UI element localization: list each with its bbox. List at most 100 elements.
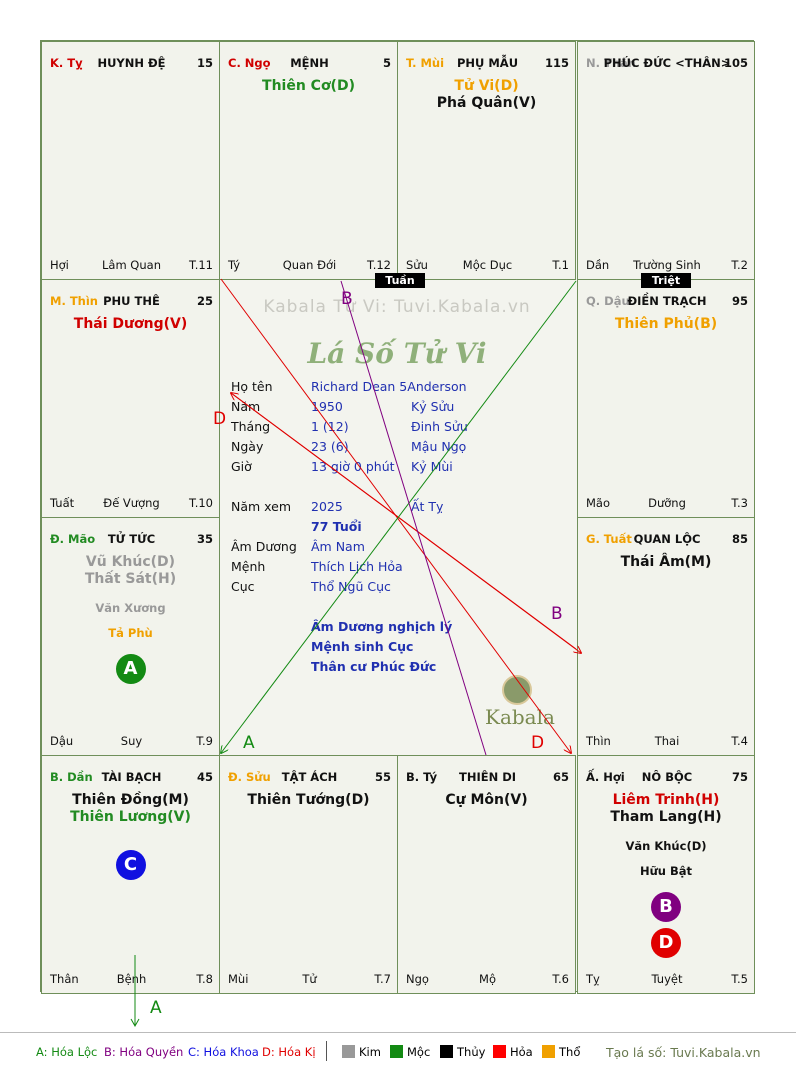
main-stars: Thiên Cơ(D) bbox=[220, 78, 397, 95]
palace-cell[interactable]: T. Mùi PHỤ MẪU 115 Tử Vi(D) Phá Quân(V) Sửu Mộ… bbox=[397, 41, 576, 280]
label-nam-xem: Năm xem bbox=[231, 499, 292, 514]
palace-cell[interactable]: G. Tuất QUAN LỘC 85 Thái Âm(M) Thìn Thai T.4 bbox=[577, 517, 755, 756]
legend-a: A: Hóa Lộc bbox=[36, 1045, 98, 1059]
value-thang-can: Đinh Sửu bbox=[411, 419, 468, 434]
palace-can: T. Mùi bbox=[406, 56, 445, 70]
palace-stage: Mộ bbox=[479, 972, 496, 986]
center-title: Lá Số Tử Vi bbox=[307, 337, 487, 370]
main-stars: Vũ Khúc(D) Thất Sát(H) bbox=[42, 554, 219, 588]
palace-cell[interactable]: Đ. Sửu TẬT ÁCH 55 Thiên Tướng(D) Mùi Tử T.7 bbox=[219, 755, 398, 994]
label-menh: Mệnh bbox=[231, 559, 266, 574]
palace-branch: Tý bbox=[228, 258, 241, 272]
legend-divider bbox=[326, 1041, 327, 1061]
palace-stage: Mộc Dục bbox=[462, 258, 513, 272]
legend-d: D: Hóa Kị bbox=[262, 1045, 316, 1059]
palace-cell[interactable]: B. Dần TÀI BẠCH 45 Thiên Đồng(M) Thiên Lương… bbox=[41, 755, 220, 994]
main-star: Liêm Trinh(H) bbox=[612, 792, 720, 808]
main-star: Thiên Lương(V) bbox=[70, 809, 191, 825]
palace-name: TỬ TỨC bbox=[107, 532, 156, 546]
main-star: Vũ Khúc(D) bbox=[85, 554, 176, 570]
note-menh-cuc: Mệnh sinh Cục bbox=[311, 639, 414, 654]
palace-branch: Tỵ bbox=[586, 972, 600, 986]
value-nam-xem: 2025 bbox=[311, 499, 343, 514]
palace-can: N. Thân bbox=[586, 56, 636, 70]
value-ngay: 23 (6) bbox=[311, 439, 349, 454]
main-stars: Thiên Tướng(D) bbox=[220, 792, 397, 809]
palace-cell[interactable]: B. Tý THIÊN DI 65 Cự Môn(V) Ngọ Mộ T.6 bbox=[397, 755, 576, 994]
palace-name: TÀI BẠCH bbox=[101, 770, 162, 784]
label-ho-ten: Họ tên bbox=[231, 379, 273, 394]
palace-branch: Thân bbox=[50, 972, 79, 986]
palace-branch: Mùi bbox=[228, 972, 249, 986]
palace-stage: Bệnh bbox=[116, 972, 147, 986]
legend-hoa: Hỏa bbox=[510, 1045, 533, 1059]
value-ho-ten: Richard Dean 5Anderson bbox=[311, 379, 467, 394]
palace-cell[interactable]: C. Ngọ MỆNH 5 Thiên Cơ(D) Tý Quan Đới T.12 bbox=[219, 41, 398, 280]
value-menh: Thích Lịch Hỏa bbox=[311, 559, 403, 574]
palace-tier: T.8 bbox=[196, 972, 213, 986]
main-star: Thái Âm(M) bbox=[620, 554, 712, 570]
legend-b: B: Hóa Quyền bbox=[104, 1045, 184, 1059]
palace-can: Đ. Mão bbox=[50, 532, 96, 546]
palace-cell[interactable]: Đ. Mão TỬ TỨC 35 Vũ Khúc(D) Thất Sát(H) Văn X… bbox=[41, 517, 220, 756]
transform-badges: A bbox=[42, 648, 219, 690]
site-link[interactable]: Tạo lá số: Tuvi.Kabala.vn bbox=[606, 1045, 761, 1060]
minor-stars: Văn Khúc(D) Hữu Bật bbox=[578, 834, 754, 884]
arrow-label-a-bottom: A bbox=[243, 733, 255, 753]
palace-can: Ấ. Hợi bbox=[586, 770, 625, 784]
tho-swatch bbox=[542, 1045, 555, 1058]
palace-branch: Hợi bbox=[50, 258, 69, 272]
palace-number: 105 bbox=[723, 56, 748, 70]
palace-can: B. Tý bbox=[406, 770, 438, 784]
palace-branch: Sửu bbox=[406, 258, 428, 272]
main-star: Thiên Phủ(B) bbox=[614, 316, 718, 332]
kim-swatch bbox=[342, 1045, 355, 1058]
legend-kim: Kim bbox=[359, 1045, 381, 1059]
value-nam: 1950 bbox=[311, 399, 343, 414]
palace-number: 65 bbox=[552, 770, 569, 784]
palace-name: THIÊN DI bbox=[458, 770, 517, 784]
main-stars: Tử Vi(D) Phá Quân(V) bbox=[398, 78, 575, 112]
main-star: Thiên Tướng(D) bbox=[247, 792, 370, 808]
moc-swatch bbox=[390, 1045, 403, 1058]
minor-stars: Văn Xương Tả Phù bbox=[42, 596, 219, 646]
main-stars: Thái Âm(M) bbox=[578, 554, 754, 571]
palace-number: 115 bbox=[544, 56, 569, 70]
palace-cell[interactable]: Ấ. Hợi NÔ BỘC 75 Liêm Trinh(H) Tham Lang(H) V… bbox=[577, 755, 755, 994]
palace-can: G. Tuất bbox=[586, 532, 632, 546]
transform-badge: C bbox=[115, 850, 146, 880]
main-star: Tử Vi(D) bbox=[454, 78, 519, 94]
palace-tier: T.9 bbox=[196, 734, 213, 748]
label-ngay: Ngày bbox=[231, 439, 264, 454]
palace-stage: Quan Đới bbox=[282, 258, 337, 272]
legend-tho: Thổ bbox=[559, 1045, 581, 1059]
palace-stage: Suy bbox=[120, 734, 143, 748]
palace-cell[interactable]: Q. Dậu ĐIỀN TRẠCH 95 Thiên Phủ(B) Mão Dưỡng T.… bbox=[577, 279, 755, 518]
main-star: Thiên Cơ(D) bbox=[262, 78, 355, 94]
palace-name: PHỤ MẪU bbox=[456, 56, 519, 70]
palace-stage: Lâm Quan bbox=[102, 258, 161, 272]
palace-name: PHU THÊ bbox=[103, 294, 160, 308]
label-cuc: Cục bbox=[231, 579, 255, 594]
palace-number: 45 bbox=[196, 770, 213, 784]
main-star: Thất Sát(H) bbox=[84, 571, 177, 587]
palace-stage: Đế Vượng bbox=[103, 496, 160, 510]
palace-branch: Ngọ bbox=[406, 972, 429, 986]
palace-branch: Thìn bbox=[586, 734, 611, 748]
palace-stage: Tuyệt bbox=[651, 972, 683, 986]
palace-cell[interactable]: M. Thìn PHU THÊ 25 Thái Dương(V) Tuất Đế Vượn… bbox=[41, 279, 220, 518]
kabala-logo-text: Kabala bbox=[485, 705, 555, 729]
value-gio: 13 giờ 0 phút bbox=[311, 459, 395, 474]
main-stars: Thiên Phủ(B) bbox=[578, 316, 754, 333]
main-star: Phá Quân(V) bbox=[436, 95, 537, 111]
outside-arrow bbox=[130, 955, 140, 1028]
main-stars: Cự Môn(V) bbox=[398, 792, 575, 809]
palace-branch: Tuất bbox=[50, 496, 75, 510]
palace-cell[interactable]: K. Tỵ HUYNH ĐỆ 15 Hợi Lâm Quan T.11 bbox=[41, 41, 220, 280]
palace-number: 95 bbox=[731, 294, 748, 308]
transform-badge: D bbox=[651, 928, 681, 958]
arrow-label-d-bottom: D bbox=[531, 733, 545, 753]
aspect-lines bbox=[41, 278, 755, 756]
value-cuc: Thổ Ngũ Cục bbox=[311, 579, 391, 594]
